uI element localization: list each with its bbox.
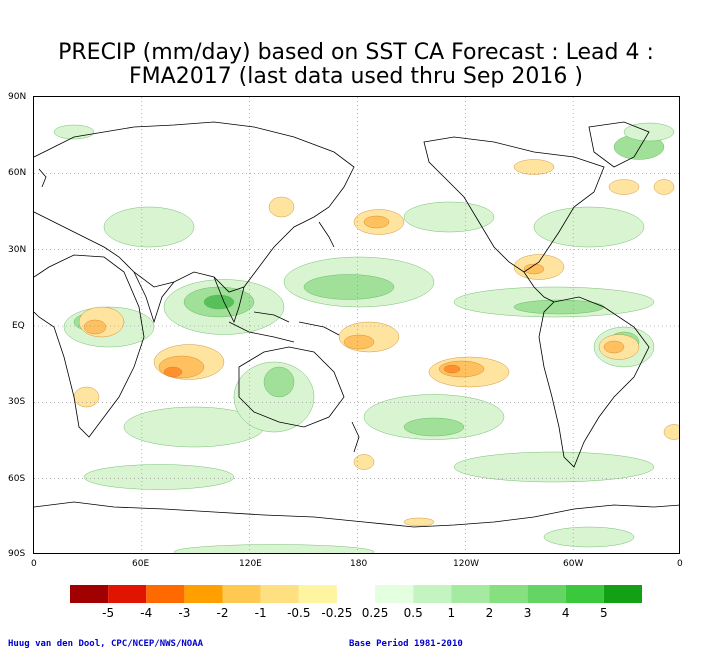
legend-label: 1 <box>447 606 456 620</box>
dry-anomaly-region <box>268 196 295 218</box>
legend-swatch <box>603 585 642 603</box>
dry-anomaly-region <box>608 179 640 195</box>
dry-anomaly-region <box>73 386 100 408</box>
coast-south-america <box>538 296 650 468</box>
dry-anomaly-region <box>603 340 625 354</box>
legend-swatch <box>146 585 185 603</box>
legend-swatch <box>108 585 147 603</box>
map-title-line2: FMA2017 (last data used thru Sep 2016 ) <box>129 64 583 89</box>
legend-swatch <box>260 585 299 603</box>
wet-anomaly-region <box>513 299 605 315</box>
credit-base-period: Base Period 1981-2010 <box>349 639 463 649</box>
lat-label-eq: EQ <box>12 321 25 331</box>
legend-swatch <box>413 585 452 603</box>
wet-anomaly-region <box>453 451 655 483</box>
lat-label-90s: 90S <box>8 549 26 559</box>
precip-map-svg <box>34 97 679 553</box>
legend-colorbar <box>70 585 642 603</box>
map-title-line1: PRECIP (mm/day) based on SST CA Forecast… <box>58 40 654 65</box>
coast-eurasia <box>34 121 355 293</box>
legend-swatch <box>298 585 337 603</box>
lon-label-0: 0 <box>31 559 37 569</box>
coast-africa <box>34 254 145 438</box>
legend-swatch <box>222 585 261 603</box>
legend-label: 0.25 <box>361 606 389 620</box>
legend-swatch <box>565 585 604 603</box>
legend-label: 4 <box>561 606 570 620</box>
legend-label: -0.5 <box>287 606 311 620</box>
coast-japan <box>318 221 335 248</box>
lon-label-60w: 60W <box>563 559 584 569</box>
dry-anomaly-region <box>163 366 183 378</box>
lon-label-120w: 120W <box>453 559 480 569</box>
legend-label: 0.5 <box>403 606 423 620</box>
wet-anomaly-region <box>103 206 195 248</box>
legend-label: 5 <box>600 606 608 620</box>
lat-label-30n: 30N <box>8 245 27 255</box>
dry-anomaly-region <box>353 454 375 470</box>
wet-anomaly-region <box>303 274 395 300</box>
wet-anomaly-region <box>173 544 375 553</box>
legend-swatch <box>70 585 109 603</box>
coast-greenland <box>588 121 650 168</box>
lon-label-120e: 120E <box>239 559 262 569</box>
coast-india <box>133 271 175 324</box>
wet-anomaly-region <box>263 366 295 398</box>
coast-antarctica <box>34 501 679 528</box>
dry-anomaly-region <box>523 263 545 275</box>
legend-label: -5 <box>102 606 115 620</box>
lat-label-60s: 60S <box>8 474 26 484</box>
dry-anomaly-region <box>363 215 390 229</box>
wet-anomaly-region <box>543 526 635 548</box>
legend-swatch <box>184 585 223 603</box>
lon-label-180: 180 <box>350 559 368 569</box>
lon-label-60e: 60E <box>132 559 150 569</box>
dry-anomaly-region <box>513 159 555 175</box>
legend-label: -0.25 <box>321 606 353 620</box>
wet-anomaly-region <box>363 394 505 440</box>
dry-anomaly-region <box>653 179 675 195</box>
lat-label-90n: 90N <box>8 92 27 102</box>
wet-anomaly-region <box>403 201 495 233</box>
coast-central-america <box>523 271 555 303</box>
legend-swatch <box>489 585 528 603</box>
dry-anomaly-region <box>343 334 375 350</box>
dry-anomaly-region <box>403 517 435 527</box>
legend-swatch <box>527 585 566 603</box>
precip-map <box>33 96 680 554</box>
legend-swatch <box>336 585 376 603</box>
coast-indonesia <box>228 311 340 343</box>
lat-label-30s: 30S <box>8 397 26 407</box>
coast-uk <box>38 168 47 188</box>
anomaly-layer <box>53 122 679 553</box>
wet-anomaly-region <box>83 464 235 490</box>
legend-label: -2 <box>216 606 229 620</box>
coastlines <box>34 121 679 528</box>
coast-indochina <box>213 276 245 324</box>
coast-australia <box>238 346 345 428</box>
coast-north-america <box>423 136 605 273</box>
legend-label: 2 <box>485 606 494 620</box>
legend-swatch <box>451 585 490 603</box>
wet-anomaly-region <box>533 206 645 248</box>
legend-label: -3 <box>178 606 191 620</box>
legend-label: -4 <box>140 606 153 620</box>
wet-anomaly-region <box>403 417 465 437</box>
lat-label-60n: 60N <box>8 168 27 178</box>
dry-anomaly-region <box>83 319 107 335</box>
dry-anomaly-region <box>663 424 679 440</box>
credit-author: Huug van den Dool, CPC/NCEP/NWS/NOAA <box>8 639 204 649</box>
lon-label-0-end: 0 <box>677 559 683 569</box>
legend-label: -1 <box>254 606 267 620</box>
wet-anomaly-region <box>203 294 235 310</box>
dry-anomaly-region <box>443 364 461 374</box>
coast-nz <box>351 421 360 453</box>
wet-anomaly-region <box>233 361 315 433</box>
legend-swatch <box>375 585 414 603</box>
legend-label: 3 <box>523 606 532 620</box>
